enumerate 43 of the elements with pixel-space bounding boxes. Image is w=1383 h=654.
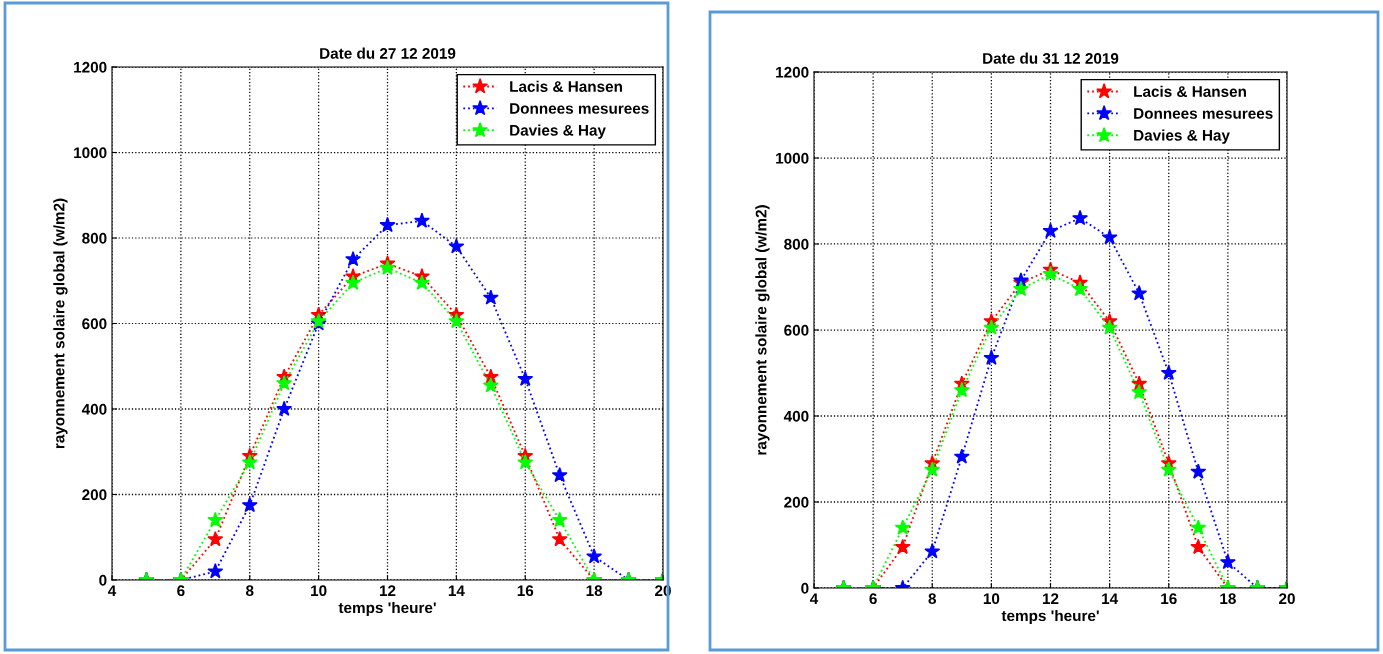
legend-label: Davies & Hay [1134, 129, 1230, 144]
y-tick-label: 800 [784, 238, 809, 250]
y-tick-label: 1200 [776, 66, 809, 78]
x-tick-label: 4 [809, 593, 819, 604]
legend-label: Lacis & Hansen [510, 80, 622, 92]
x-tick-label: 12 [1042, 593, 1059, 604]
y-axis-title: rayonnement solaire global (w/m2) [53, 198, 68, 449]
x-tick-label: 10 [311, 585, 327, 597]
legend-label: Lacis & Hansen [1134, 85, 1246, 97]
chart-title: Date du 27 12 2019 [320, 47, 456, 59]
x-tick-label: 16 [517, 585, 534, 597]
x-tick-label: 8 [928, 593, 937, 605]
y-tick-label: 200 [784, 496, 809, 508]
y-tick-label: 200 [82, 489, 107, 501]
x-tick-label: 12 [379, 585, 396, 596]
y-tick-label: 600 [82, 318, 107, 330]
y-axis-title: rayonnement solaire global (w/m2) [755, 205, 770, 455]
y-tick-label: 600 [784, 324, 809, 336]
legend-label: Donnees mesurees [1134, 108, 1273, 119]
y-tick-label: 1200 [74, 61, 107, 73]
x-tick-label: 10 [983, 593, 1000, 605]
x-tick-label: 16 [1161, 593, 1177, 605]
y-tick-label: 1000 [776, 152, 809, 164]
chart-title: Date du 31 12 2019 [983, 52, 1119, 64]
y-tick-label: 400 [81, 403, 107, 415]
x-tick-label: 6 [177, 585, 185, 597]
legend-label: Donnees mesurees [510, 103, 649, 114]
x-tick-label: 14 [1102, 593, 1119, 604]
x-tick-label: 14 [448, 585, 465, 596]
y-tick-label: 400 [783, 410, 809, 422]
x-tick-label: 4 [107, 585, 117, 596]
x-axis-title: temps 'heure' [1001, 609, 1099, 625]
x-tick-label: 6 [869, 593, 877, 605]
x-tick-label: 18 [586, 585, 603, 597]
y-tick-label: 800 [82, 232, 107, 244]
y-tick-label: 1000 [74, 147, 107, 159]
x-tick-label: 20 [1279, 593, 1295, 605]
x-tick-label: 18 [1220, 593, 1236, 605]
x-tick-label: 8 [245, 585, 254, 597]
x-axis-title: temps 'heure' [338, 601, 436, 617]
y-tick-label: 0 [99, 574, 107, 586]
y-tick-label: 0 [801, 582, 809, 594]
legend-label: Davies & Hay [510, 124, 606, 139]
